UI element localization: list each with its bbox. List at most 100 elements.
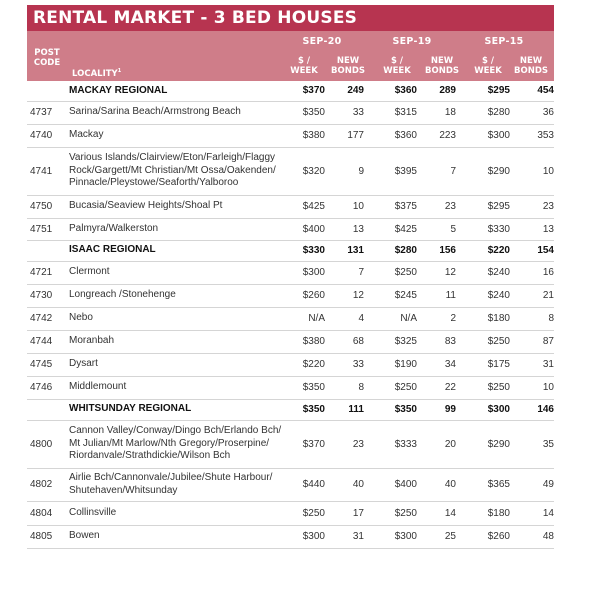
post-code-cell: 4805	[27, 525, 67, 549]
table-row: 4750 Bucasia/Seaview Heights/Shoal Pt $425…	[27, 195, 554, 219]
sep15-price-cell: $240	[468, 284, 513, 308]
table-row: 4805 Bowen $300 31 $300 25 $260 48	[27, 525, 554, 549]
sep15-price-cell: $250	[468, 376, 513, 400]
table-title: RENTAL MARKET - 3 BED HOUSES	[27, 5, 554, 31]
sep19-price-cell: $190	[373, 353, 420, 377]
sep15-bonds-cell: 10	[513, 376, 554, 400]
locality-header: LOCALITY1	[72, 68, 122, 79]
sep20-price-cell: $380	[290, 124, 325, 148]
sep20-price-cell: $300	[290, 261, 325, 285]
sep19-bonds-cell: 40	[420, 468, 468, 502]
post-code-cell	[27, 240, 67, 262]
sep20-bonds-cell: 249	[325, 81, 373, 102]
locality-cell: Longreach /Stonehenge	[67, 284, 290, 308]
table-row: 4737 Sarina/Sarina Beach/Armstrong Beach $…	[27, 101, 554, 125]
locality-cell: Sarina/Sarina Beach/Armstrong Beach	[67, 101, 290, 125]
sep15-price-cell: $295	[468, 195, 513, 219]
sep19-bonds-cell: 12	[420, 261, 468, 285]
post-code-cell: 4745	[27, 353, 67, 377]
sep20-price-cell: $425	[290, 195, 325, 219]
sep15-price-cell: $280	[468, 101, 513, 125]
sep19-price-cell: $400	[373, 468, 420, 502]
sep20-bonds-cell: 68	[325, 330, 373, 354]
sep20-price-cell: $400	[290, 218, 325, 241]
price-header-sep19: $ / WEEK	[383, 56, 411, 76]
sep20-bonds-cell: 33	[325, 101, 373, 125]
sep15-bonds-cell: 31	[513, 353, 554, 377]
locality-footnote-mark: 1	[117, 68, 122, 74]
sep20-price-cell: $380	[290, 330, 325, 354]
post-code-cell: 4740	[27, 124, 67, 148]
locality-cell: Dysart	[67, 353, 290, 377]
sep19-price-cell: $375	[373, 195, 420, 219]
sep15-price-cell: $330	[468, 218, 513, 241]
locality-cell: WHITSUNDAY REGIONAL	[67, 399, 290, 421]
sep20-bonds-cell: 4	[325, 307, 373, 331]
sep19-price-cell: $395	[373, 147, 420, 196]
region-row: MACKAY REGIONAL $370 249 $360 289 $295 454	[27, 81, 554, 102]
bonds-header-sep20: NEW BONDS	[331, 56, 365, 76]
sep19-price-cell: $360	[373, 81, 420, 102]
table-row: 4730 Longreach /Stonehenge $260 12 $245 11 $24…	[27, 284, 554, 308]
sep15-price-cell: $250	[468, 330, 513, 354]
sep15-bonds-cell: 154	[513, 240, 554, 262]
sep19-bonds-cell: 20	[420, 420, 468, 469]
sep15-bonds-cell: 21	[513, 284, 554, 308]
sep15-bonds-cell: 49	[513, 468, 554, 502]
sep20-price-cell: $440	[290, 468, 325, 502]
sep19-bonds-cell: 2	[420, 307, 468, 331]
sep15-bonds-cell: 16	[513, 261, 554, 285]
sep19-price-cell: $325	[373, 330, 420, 354]
sep15-price-cell: $300	[468, 399, 513, 421]
sep19-bonds-cell: 289	[420, 81, 468, 102]
locality-cell: Bowen	[67, 525, 290, 549]
locality-cell: Airlie Bch/Cannonvale/Jubilee/Shute Harb…	[67, 468, 290, 502]
sep20-bonds-cell: 31	[325, 525, 373, 549]
sep20-price-cell: $220	[290, 353, 325, 377]
sep20-price-cell: $260	[290, 284, 325, 308]
table-row: 4745 Dysart $220 33 $190 34 $175 31	[27, 353, 554, 377]
sep19-bonds-cell: 83	[420, 330, 468, 354]
sep20-price-cell: $370	[290, 81, 325, 102]
post-code-cell: 4721	[27, 261, 67, 285]
sep20-price-cell: $330	[290, 240, 325, 262]
sep20-bonds-cell: 7	[325, 261, 373, 285]
locality-cell: Palmyra/Walkerston	[67, 218, 290, 241]
sep15-bonds-cell: 35	[513, 420, 554, 469]
sep19-bonds-cell: 22	[420, 376, 468, 400]
bonds-header-sep15: NEW BONDS	[514, 56, 548, 76]
sep20-price-cell: N/A	[290, 307, 325, 331]
table-row: 4802 Airlie Bch/Cannonvale/Jubilee/Shute …	[27, 468, 554, 502]
sep15-bonds-cell: 454	[513, 81, 554, 102]
sep15-price-cell: $290	[468, 147, 513, 196]
sep15-bonds-cell: 10	[513, 147, 554, 196]
sep20-price-cell: $370	[290, 420, 325, 469]
sep15-bonds-cell: 146	[513, 399, 554, 421]
sep19-price-cell: $300	[373, 525, 420, 549]
sep15-bonds-cell: 14	[513, 501, 554, 526]
sep20-price-cell: $320	[290, 147, 325, 196]
sep20-bonds-cell: 33	[325, 353, 373, 377]
post-code-cell: 4802	[27, 468, 67, 502]
locality-cell: MACKAY REGIONAL	[67, 81, 290, 102]
sep19-bonds-cell: 25	[420, 525, 468, 549]
sep19-bonds-cell: 223	[420, 124, 468, 148]
sep19-bonds-cell: 18	[420, 101, 468, 125]
sep20-bonds-cell: 17	[325, 501, 373, 526]
sep19-bonds-cell: 99	[420, 399, 468, 421]
sep15-price-cell: $175	[468, 353, 513, 377]
sep20-price-cell: $350	[290, 376, 325, 400]
post-code-cell: 4744	[27, 330, 67, 354]
post-code-cell: 4737	[27, 101, 67, 125]
table-row: 4804 Collinsville $250 17 $250 14 $180 14	[27, 501, 554, 526]
post-code-cell	[27, 81, 67, 102]
sep20-price-cell: $250	[290, 501, 325, 526]
sep19-price-cell: $350	[373, 399, 420, 421]
sep19-bonds-cell: 34	[420, 353, 468, 377]
sep19-bonds-cell: 23	[420, 195, 468, 219]
sep20-bonds-cell: 131	[325, 240, 373, 262]
sep20-bonds-cell: 12	[325, 284, 373, 308]
table-row: 4744 Moranbah $380 68 $325 83 $250 87	[27, 330, 554, 354]
locality-cell: Bucasia/Seaview Heights/Shoal Pt	[67, 195, 290, 219]
sep20-bonds-cell: 9	[325, 147, 373, 196]
